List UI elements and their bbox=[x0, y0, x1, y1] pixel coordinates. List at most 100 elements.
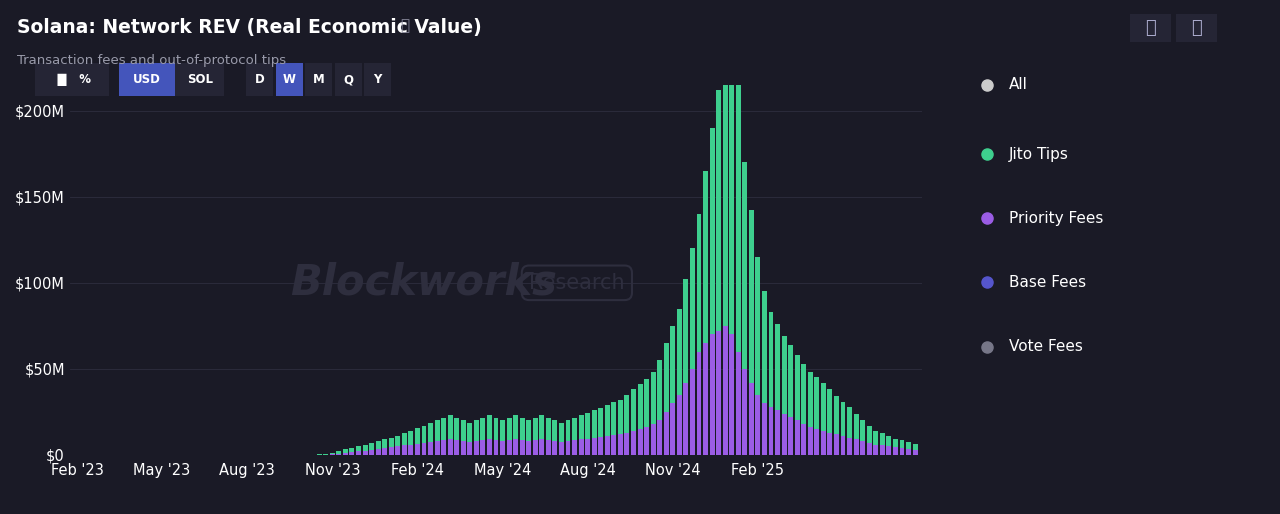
Bar bbox=[696, 352, 701, 455]
Bar bbox=[873, 431, 878, 445]
Bar bbox=[900, 440, 905, 448]
Bar bbox=[415, 444, 420, 455]
Bar bbox=[808, 427, 813, 455]
Bar bbox=[860, 441, 865, 455]
Bar bbox=[337, 451, 342, 453]
Bar bbox=[671, 403, 676, 455]
Bar bbox=[369, 443, 374, 450]
Bar bbox=[730, 0, 735, 335]
Bar bbox=[873, 445, 878, 455]
Bar bbox=[637, 384, 643, 429]
Bar bbox=[383, 448, 387, 455]
FancyBboxPatch shape bbox=[173, 61, 227, 98]
Bar bbox=[664, 343, 668, 412]
Bar bbox=[402, 446, 407, 455]
Bar bbox=[330, 454, 335, 455]
Bar bbox=[820, 431, 826, 455]
Bar bbox=[337, 453, 342, 455]
Bar bbox=[776, 410, 780, 455]
Bar bbox=[547, 440, 550, 455]
Bar bbox=[887, 436, 891, 446]
FancyBboxPatch shape bbox=[1174, 13, 1220, 44]
Text: USD: USD bbox=[133, 73, 161, 86]
Bar bbox=[717, 331, 721, 455]
Bar bbox=[625, 395, 630, 432]
FancyBboxPatch shape bbox=[274, 61, 305, 98]
Bar bbox=[435, 441, 439, 455]
FancyBboxPatch shape bbox=[333, 61, 364, 98]
Bar bbox=[749, 210, 754, 382]
Bar bbox=[867, 443, 872, 455]
Bar bbox=[396, 436, 401, 446]
Bar bbox=[343, 453, 348, 455]
Bar bbox=[591, 438, 596, 455]
Bar bbox=[579, 415, 584, 439]
Bar bbox=[709, 335, 714, 455]
Bar bbox=[383, 439, 387, 448]
Bar bbox=[408, 431, 413, 445]
Bar bbox=[598, 437, 603, 455]
Bar bbox=[657, 420, 662, 455]
Bar bbox=[854, 439, 859, 455]
Bar bbox=[539, 415, 544, 439]
Bar bbox=[553, 441, 557, 455]
Bar bbox=[362, 451, 367, 455]
Bar bbox=[782, 336, 786, 414]
Bar bbox=[723, 326, 727, 455]
Bar bbox=[913, 444, 918, 450]
Bar bbox=[480, 440, 485, 455]
Bar bbox=[671, 326, 676, 403]
Text: Base Fees: Base Fees bbox=[1009, 275, 1085, 290]
Bar bbox=[389, 447, 394, 455]
Bar bbox=[854, 414, 859, 439]
Bar bbox=[618, 400, 623, 434]
Bar bbox=[814, 377, 819, 429]
Bar bbox=[644, 427, 649, 455]
Bar bbox=[532, 440, 538, 455]
Bar bbox=[454, 440, 460, 455]
Bar bbox=[835, 396, 838, 434]
Bar bbox=[703, 171, 708, 343]
Bar bbox=[618, 434, 623, 455]
Bar bbox=[736, 352, 741, 455]
Bar bbox=[520, 418, 525, 440]
Bar bbox=[827, 390, 832, 432]
Bar bbox=[526, 420, 531, 441]
Bar bbox=[913, 450, 918, 455]
Bar bbox=[782, 414, 786, 455]
Bar bbox=[415, 428, 420, 444]
Bar bbox=[539, 439, 544, 455]
Bar bbox=[736, 85, 741, 352]
Bar bbox=[742, 369, 748, 455]
Bar bbox=[612, 402, 616, 435]
Bar bbox=[847, 438, 852, 455]
Bar bbox=[841, 401, 846, 436]
Bar bbox=[474, 441, 479, 455]
Bar bbox=[376, 449, 380, 455]
Text: D: D bbox=[255, 73, 265, 86]
Bar bbox=[566, 441, 571, 455]
Bar bbox=[376, 441, 380, 449]
Text: ⤡: ⤡ bbox=[1192, 19, 1202, 38]
Bar bbox=[396, 446, 401, 455]
Bar bbox=[887, 446, 891, 455]
Bar bbox=[526, 441, 531, 455]
Bar bbox=[454, 418, 460, 440]
Bar bbox=[507, 440, 512, 455]
Bar bbox=[893, 447, 897, 455]
Bar bbox=[402, 433, 407, 446]
FancyBboxPatch shape bbox=[362, 61, 393, 98]
Bar bbox=[349, 448, 355, 452]
Bar bbox=[474, 420, 479, 441]
Bar bbox=[389, 438, 394, 447]
Bar bbox=[507, 418, 512, 440]
Bar bbox=[631, 431, 636, 455]
FancyBboxPatch shape bbox=[116, 61, 178, 98]
Bar bbox=[566, 420, 571, 441]
Bar bbox=[428, 442, 433, 455]
Text: SOL: SOL bbox=[187, 73, 212, 86]
Bar bbox=[768, 407, 773, 455]
Text: M: M bbox=[312, 73, 325, 86]
Bar bbox=[827, 432, 832, 455]
Bar bbox=[513, 439, 518, 455]
